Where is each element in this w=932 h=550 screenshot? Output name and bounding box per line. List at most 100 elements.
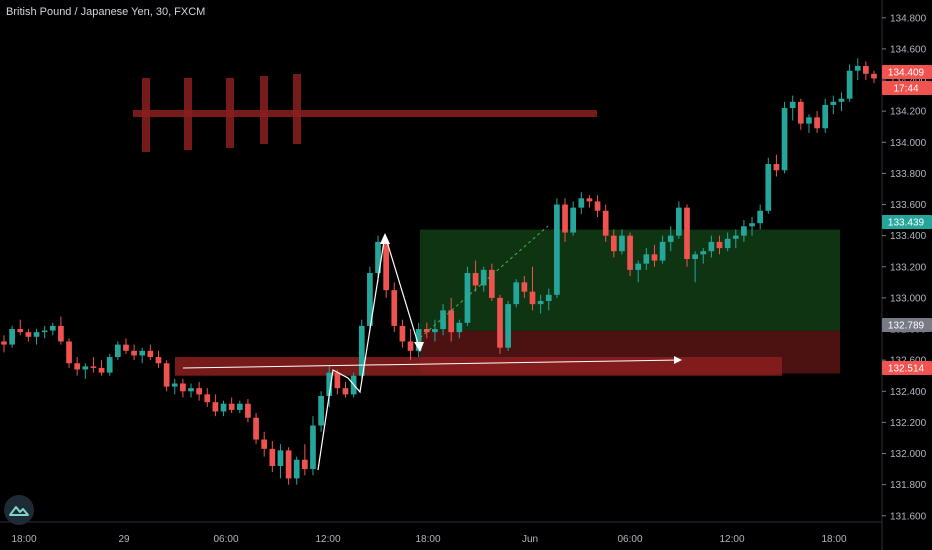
candle-body (33, 332, 40, 337)
candle-body (49, 325, 56, 331)
price-badge (882, 361, 932, 375)
support-zone[interactable] (175, 357, 782, 376)
candle-body (171, 383, 178, 387)
candle-body (741, 226, 747, 236)
price-badge (882, 318, 932, 332)
zone-layer (175, 229, 840, 376)
x-tick-label: 29 (118, 534, 130, 545)
candle-body (724, 238, 731, 249)
candle-body (82, 366, 89, 370)
candle-body (98, 367, 105, 373)
candle-body (684, 207, 690, 259)
candle-body (41, 330, 48, 333)
resistance-marker-bar[interactable] (133, 110, 597, 117)
candle-body (806, 117, 812, 124)
candle-body (830, 101, 837, 105)
tradingview-logo-icon[interactable] (4, 495, 34, 525)
candle-body (643, 254, 650, 264)
candle-body (66, 341, 72, 364)
candle-body (155, 357, 162, 364)
candle-body (423, 329, 430, 333)
candle-body (301, 459, 308, 470)
x-tick-label: 12:00 (719, 534, 744, 545)
candle-body (692, 254, 698, 259)
candle-body (676, 207, 682, 236)
candle-body (188, 388, 194, 392)
candle-body (797, 101, 804, 124)
candle-body (464, 273, 471, 323)
trend-zigzag-1 (317, 234, 386, 471)
price-badge-label: 132.514 (888, 364, 925, 375)
marker-tick (184, 78, 192, 150)
candle-body (114, 344, 121, 358)
y-tick-label: 131.800 (890, 480, 927, 491)
candle-body (228, 403, 235, 410)
y-tick-label: 134.800 (890, 13, 927, 24)
candle-body (480, 269, 487, 286)
candle-body (863, 66, 869, 74)
candle-body (594, 201, 601, 211)
candle-body (367, 273, 373, 326)
candle-body (25, 332, 32, 337)
x-tick-label: 18:00 (821, 534, 846, 545)
x-tick-label: 12:00 (315, 534, 340, 545)
price-badge (882, 81, 932, 95)
mountain-icon (9, 506, 29, 516)
candle-body (610, 235, 617, 252)
candle-body (253, 417, 259, 440)
y-tick-label: 132.400 (890, 387, 927, 398)
candle-body (285, 450, 292, 479)
candle-body (196, 388, 202, 395)
price-badge-label: 17:44 (893, 84, 918, 95)
y-tick-label: 133.600 (890, 200, 927, 211)
y-tick-label: 134.600 (890, 44, 927, 55)
candle-body (513, 282, 520, 305)
candle-body (90, 366, 97, 368)
candle-body (440, 310, 446, 330)
candle-body (838, 98, 845, 102)
candle-body (310, 425, 316, 470)
candle-body (781, 108, 788, 171)
marker-tick (293, 74, 301, 144)
candle-body (578, 198, 585, 208)
candle-body (529, 291, 536, 305)
price-badge-label: 133.439 (888, 218, 925, 229)
candle-body (814, 117, 820, 129)
candle-body (545, 294, 552, 302)
candle-body (472, 273, 479, 286)
candle-body (619, 235, 625, 252)
candle-body (123, 344, 129, 351)
y-tick-label: 132.000 (890, 449, 927, 460)
candle-body (846, 70, 853, 99)
trend-zigzag-2 (384, 234, 421, 351)
candle-body (765, 164, 772, 211)
candle-body (822, 104, 829, 129)
candle-body (708, 241, 715, 252)
y-tick-label: 133.800 (890, 169, 927, 180)
candle-body (432, 329, 438, 333)
candle-body (651, 254, 658, 261)
time-axis[interactable]: 18:00 29 06:00 12:00 18:00 Jun 06:00 12:00 18:00 (0, 521, 882, 545)
candle-body (456, 322, 463, 333)
candle-body (391, 290, 398, 326)
price-badge-label: 132.789 (888, 321, 925, 332)
candle-body (277, 450, 284, 466)
y-tick-label: 131.600 (890, 511, 927, 522)
candle-body (789, 101, 796, 109)
price-axis[interactable]: 134.800134.600134.400134.200134.000133.8… (881, 0, 927, 550)
y-tick-label: 133.400 (890, 231, 927, 242)
annotation-lines (182, 225, 682, 471)
marker-tick (142, 78, 150, 152)
candle-body (17, 329, 24, 333)
candle-body (659, 241, 666, 261)
x-tick-label: 18:00 (415, 534, 440, 545)
candle-body (383, 241, 389, 291)
candle-body (269, 448, 276, 466)
dashed-target-line (419, 225, 549, 339)
candle-body (757, 210, 764, 224)
candle-body (9, 329, 15, 345)
candle-body (407, 341, 414, 351)
price-badge-label: 134.409 (888, 68, 925, 79)
candle-body (58, 325, 64, 342)
